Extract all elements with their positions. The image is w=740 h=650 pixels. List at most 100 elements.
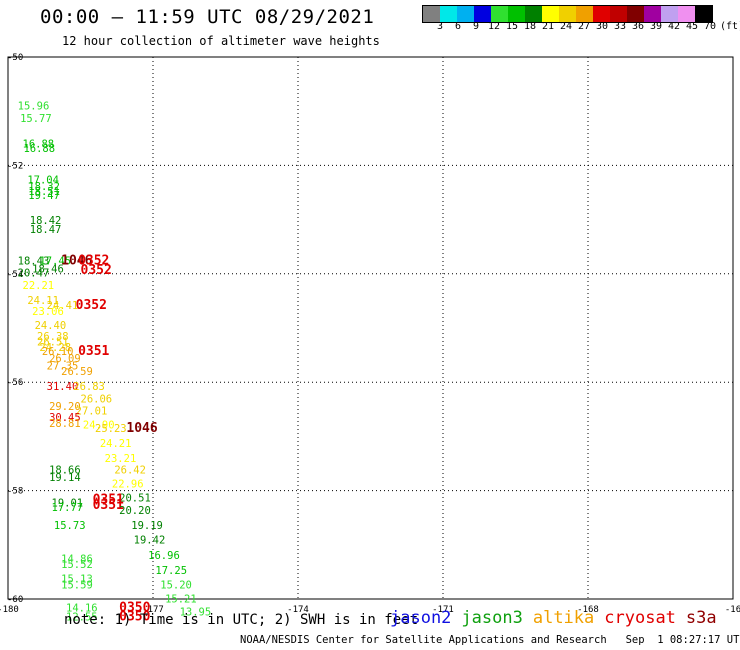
color-scale-unit: (ft) xyxy=(719,21,740,32)
wave-height-label: 18.46 xyxy=(32,264,64,276)
wave-height-label: 17.04 xyxy=(27,174,59,186)
wave-height-label: 22.21 xyxy=(23,280,55,292)
time-marker-label: 0351 xyxy=(93,498,124,513)
wave-height-label: 27.35 xyxy=(47,361,79,373)
wave-height-label: 25.23 xyxy=(95,423,127,435)
wave-height-label: 15.59 xyxy=(61,580,93,592)
wave-height-label: 18.66 xyxy=(49,464,81,476)
color-scale-label: 18 xyxy=(523,21,537,32)
wave-height-label: 24.90 xyxy=(83,419,115,431)
wave-height-label: 19.42 xyxy=(134,535,166,547)
color-scale-label: 12 xyxy=(487,21,501,32)
wave-height-label: 26.06 xyxy=(81,393,113,405)
y-tick-label: -58 xyxy=(7,487,23,497)
wave-height-label: 16.96 xyxy=(148,550,180,562)
color-swatch xyxy=(627,6,644,22)
color-swatch xyxy=(440,6,457,22)
time-marker-label: 0350 xyxy=(119,610,150,625)
wave-height-label: 20.51 xyxy=(119,492,151,504)
wave-height-label: 26.10 xyxy=(42,346,74,358)
wave-height-label: 16.88 xyxy=(23,139,55,151)
time-marker-label: 1046 xyxy=(61,254,92,269)
wave-height-label: 17.45 xyxy=(39,256,71,268)
color-scale-label: 30 xyxy=(595,21,609,32)
wave-height-label: 17.25 xyxy=(155,565,187,577)
time-marker-label: 1046 xyxy=(126,421,157,436)
wave-height-label: 28.81 xyxy=(49,418,81,430)
plot-frame xyxy=(7,56,734,600)
wave-height-label: 19.47 xyxy=(28,190,60,202)
color-swatch xyxy=(474,6,491,22)
wave-height-label: 29.20 xyxy=(49,401,81,413)
color-scale-label: 70 xyxy=(703,21,717,32)
satellite-legend: jason2 jason3 altika cryosat s3a xyxy=(390,608,727,628)
wave-height-label: 26.42 xyxy=(114,464,146,476)
color-swatch xyxy=(661,6,678,22)
color-scale-label: 9 xyxy=(472,21,480,32)
wave-height-label: 15.20 xyxy=(160,580,192,592)
wave-height-label: 30.45 xyxy=(49,412,81,424)
wave-height-label: 20.20 xyxy=(119,505,151,517)
wave-height-label: 27.01 xyxy=(76,406,108,418)
x-tick-label: -174 xyxy=(287,605,309,615)
color-scale-label: 36 xyxy=(631,21,645,32)
wave-height-label: 18.43 xyxy=(18,256,50,268)
color-scale-label: 39 xyxy=(649,21,663,32)
wave-height-label: 14.86 xyxy=(61,554,93,566)
color-scale-label: 3 xyxy=(436,21,444,32)
color-swatch xyxy=(542,6,559,22)
wave-height-label: 18.51 xyxy=(28,186,60,198)
wave-height-label: 17.77 xyxy=(52,502,84,514)
time-marker-label: 0351 xyxy=(93,493,124,508)
wave-height-label: 24.11 xyxy=(27,295,59,307)
color-swatch xyxy=(576,6,593,22)
color-swatch xyxy=(678,6,695,22)
color-scale-label: 33 xyxy=(613,21,627,32)
axis-tick-labels: -180 -177 -174 -171 -168 -16 -50 -52 -54 -56 -58 -6… xyxy=(0,53,740,615)
wave-height-label: 18.47 xyxy=(30,224,62,236)
wave-height-label: 15.96 xyxy=(18,101,50,113)
y-tick-label: -54 xyxy=(7,270,23,280)
chart-title: 00:00 — 11:59 UTC 08/29/2021 xyxy=(40,6,375,28)
wave-height-label: 13.95 xyxy=(180,606,212,618)
legend-entry: altika xyxy=(532,608,595,628)
legend-entry: cryosat xyxy=(604,608,676,628)
x-tick-label: -180 xyxy=(0,605,19,615)
wave-height-label: 19.19 xyxy=(131,520,163,532)
wave-height-label: 14.16 xyxy=(66,602,98,614)
color-scale-bar xyxy=(422,5,713,23)
wave-height-label: 18.32 xyxy=(28,181,60,193)
wave-height-label: 15.77 xyxy=(20,113,52,125)
wave-height-label: 23.06 xyxy=(32,306,64,318)
legend-entry: s3a xyxy=(685,608,717,628)
wave-height-label: 15.21 xyxy=(165,593,197,605)
wave-height-label: 12.55 xyxy=(66,612,98,624)
y-tick-label: -52 xyxy=(7,161,23,171)
color-scale-label: 45 xyxy=(685,21,699,32)
color-scale-label: 42 xyxy=(667,21,681,32)
y-tick-label: -50 xyxy=(7,53,23,63)
time-marker-label: 0352 xyxy=(81,263,112,278)
footer-credit: NOAA/NESDIS Center for Satellite Applica… xyxy=(240,634,740,646)
x-tick-label: -177 xyxy=(142,605,164,615)
color-swatch xyxy=(610,6,627,22)
wave-height-label: 15.73 xyxy=(54,520,86,532)
y-tick-label: -60 xyxy=(7,595,23,605)
color-swatch xyxy=(695,6,712,22)
wave-height-label: 24.40 xyxy=(35,320,67,332)
wave-height-label: 24.21 xyxy=(100,438,132,450)
legend-entry: jason3 xyxy=(461,608,523,628)
time-marker-label: 0350 xyxy=(119,600,150,615)
wave-height-label: 31.40 xyxy=(47,381,79,393)
chart-subtitle: 12 hour collection of altimeter wave hei… xyxy=(62,34,380,48)
legend-entry: jason2 xyxy=(390,608,452,628)
wave-height-label: 20.47 xyxy=(18,268,50,280)
color-swatch xyxy=(457,6,474,22)
color-swatch xyxy=(593,6,610,22)
wave-height-label: 24.41 xyxy=(47,300,79,312)
wave-height-label: 15.52 xyxy=(61,559,93,571)
wave-height-label: 18.42 xyxy=(30,215,62,227)
